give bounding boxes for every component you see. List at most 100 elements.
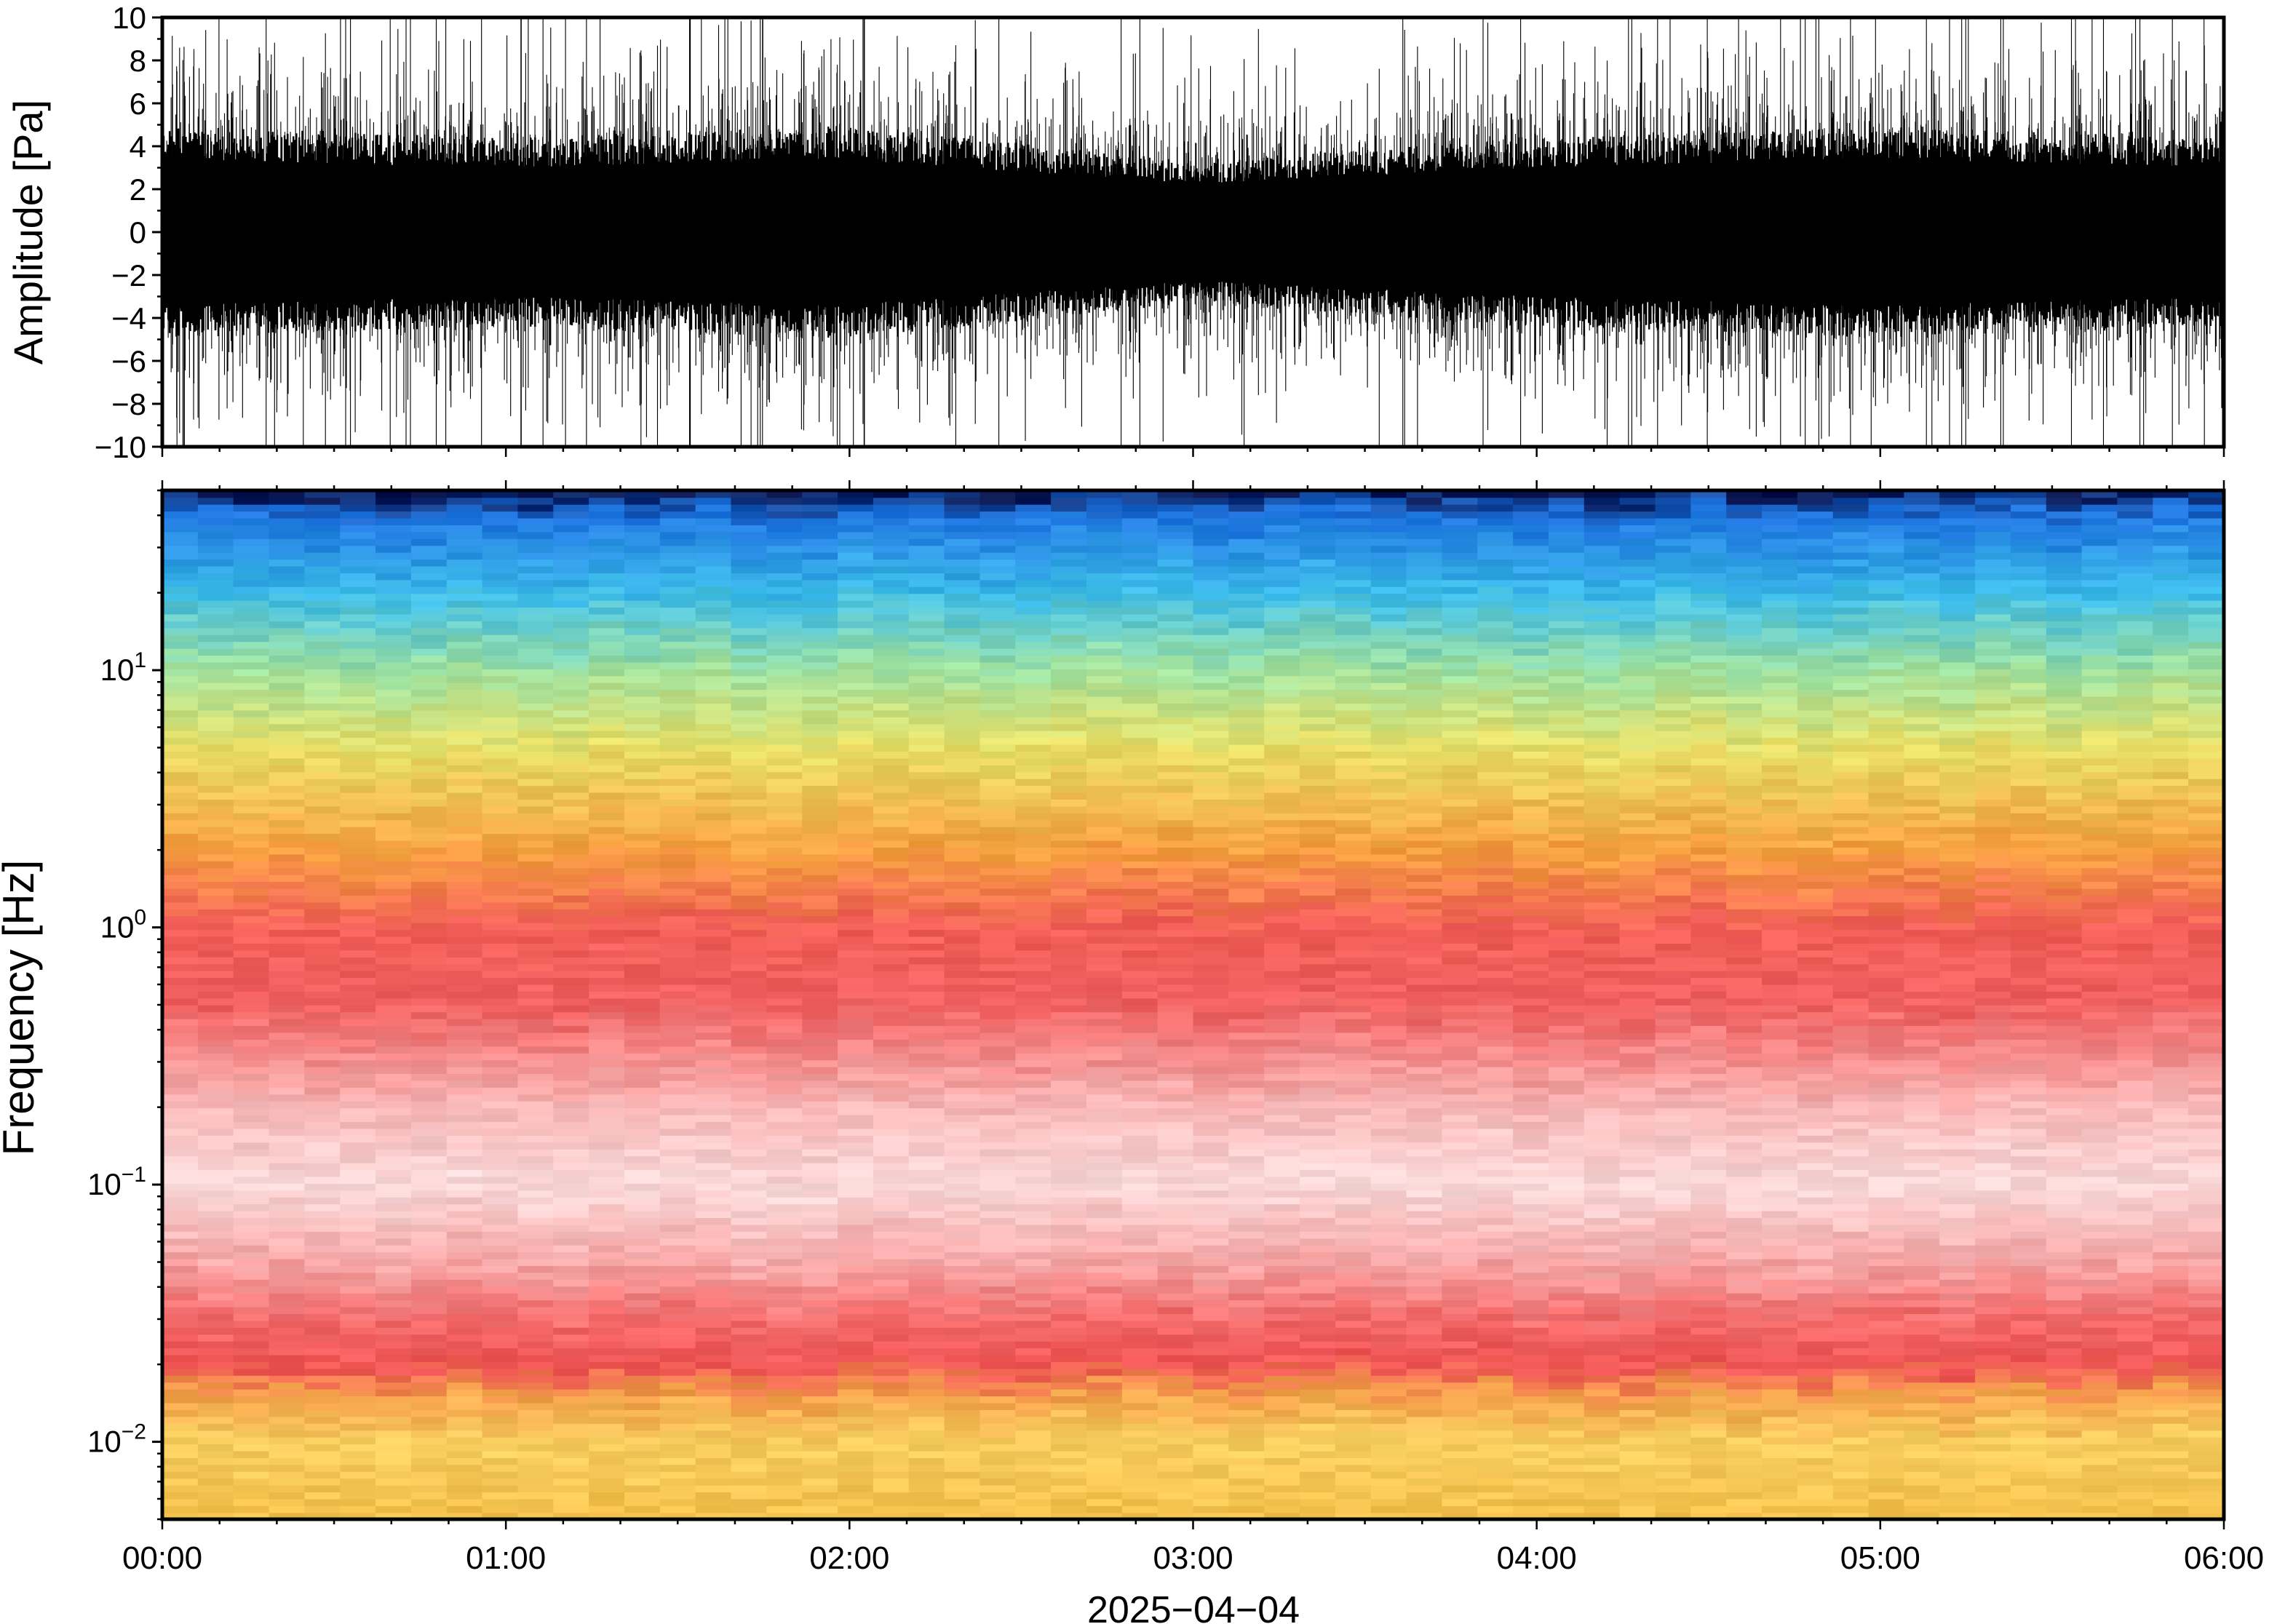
spectrogram-cell <box>410 867 448 875</box>
spectrogram-cell <box>979 1142 1017 1150</box>
spectrogram-cell <box>233 689 270 697</box>
spectrogram-cell <box>589 1512 625 1519</box>
spectrogram-cell <box>873 1148 910 1157</box>
spectrogram-cell <box>908 751 945 759</box>
spectrogram-cell <box>446 1011 483 1019</box>
spectrogram-cell <box>233 579 270 587</box>
spectrogram-cell <box>1015 1059 1052 1067</box>
spectrogram-cell <box>1121 1505 1159 1513</box>
spectrogram-cell <box>766 1361 803 1369</box>
spectrogram-cell <box>410 703 448 711</box>
spectrogram-cell <box>1015 545 1052 553</box>
spectrogram-cell <box>340 1423 376 1431</box>
spectrogram-cell <box>659 511 696 519</box>
spectrogram-cell <box>1086 1238 1123 1246</box>
spectrogram-cell <box>340 1203 376 1211</box>
spectrogram-cell <box>304 805 341 813</box>
spectrogram-cell <box>410 1348 448 1356</box>
spectrogram-cell <box>340 805 376 813</box>
spectrogram-cell <box>1193 1210 1230 1219</box>
spectrogram-cell <box>838 936 874 944</box>
spectrogram-cell <box>1157 805 1194 813</box>
spectrogram-cell <box>446 627 483 635</box>
spectrogram-cell <box>162 1142 199 1150</box>
spectrogram-cell <box>589 970 625 979</box>
spectrogram-cell <box>624 1471 661 1479</box>
spectrogram-cell <box>1051 874 1087 883</box>
spectrogram-cell <box>944 1155 981 1163</box>
spectrogram-cell <box>1086 1066 1123 1075</box>
spectrogram-cell <box>446 1313 483 1321</box>
spectrogram-cell <box>482 613 519 621</box>
spectrogram-cell <box>944 648 981 656</box>
spectrogram-cell <box>1157 1080 1194 1088</box>
spectrogram-cell <box>1015 1135 1052 1143</box>
spectrogram-cell <box>873 1306 910 1314</box>
spectrogram-cell <box>482 1231 519 1239</box>
spectrogram-cell <box>1300 1066 1336 1075</box>
spectrogram-cell <box>1086 607 1123 615</box>
spectrogram-cell <box>802 922 838 931</box>
spectrogram-cell <box>269 559 306 567</box>
spectrogram-cell <box>979 1114 1017 1123</box>
spectrogram-cell <box>517 1402 555 1410</box>
spectrogram-cell <box>233 1066 270 1075</box>
spectrogram-cell <box>624 765 661 773</box>
spectrogram-cell <box>802 661 838 669</box>
waveform-y-tick-label: 2 <box>130 172 146 207</box>
spectrogram-cell <box>908 1114 945 1123</box>
spectrogram-cell <box>659 1039 696 1047</box>
spectrogram-cell <box>659 1423 696 1431</box>
spectrogram-cell <box>589 1011 625 1019</box>
spectrogram-cell <box>340 525 376 533</box>
spectrogram-cell <box>446 950 483 958</box>
spectrogram-cell <box>659 737 696 745</box>
spectrogram-cell <box>1051 1299 1087 1307</box>
spectrogram-cell <box>766 1423 803 1431</box>
spectrogram-cell <box>162 641 199 649</box>
spectrogram-cell <box>1015 805 1052 813</box>
spectrogram-cell <box>659 723 696 731</box>
spectrogram-cell <box>1300 874 1336 883</box>
spectrogram-cell <box>731 717 768 725</box>
spectrogram-cell <box>944 799 981 807</box>
spectrogram-cell <box>979 1292 1017 1301</box>
spectrogram-cell <box>375 613 412 621</box>
spectrogram-cell <box>482 1196 519 1205</box>
spectrogram-cell <box>1121 655 1159 663</box>
spectrogram-cell <box>1015 1011 1052 1019</box>
spectrogram-cell <box>838 565 874 573</box>
spectrogram-cell <box>162 943 199 951</box>
spectrogram-cell <box>1193 1464 1230 1472</box>
spectrogram-cell <box>1193 1306 1230 1314</box>
spectrogram-cell <box>517 586 555 594</box>
spectrogram-cell <box>1086 970 1123 979</box>
spectrogram-cell <box>1051 1005 1087 1013</box>
spectrogram-cell <box>1051 1224 1087 1232</box>
spectrogram-cell <box>482 909 519 917</box>
spectrogram-cell <box>304 1244 341 1253</box>
spectrogram-cell <box>162 1196 199 1205</box>
spectrogram-cell <box>1264 1231 1300 1239</box>
spectrogram-cell <box>517 929 555 937</box>
spectrogram-cell <box>1086 998 1123 1006</box>
spectrogram-cell <box>269 833 306 841</box>
spectrogram-cell <box>979 1018 1017 1027</box>
spectrogram-cell <box>410 1244 448 1253</box>
spectrogram-cell <box>1193 682 1230 690</box>
spectrogram-cell <box>269 943 306 951</box>
spectrogram-cell <box>624 565 661 573</box>
spectrogram-cell <box>162 634 199 642</box>
spectrogram-cell <box>340 1272 376 1280</box>
spectrogram-cell <box>695 607 732 615</box>
spectrogram-cell <box>162 888 199 896</box>
spectrogram-cell <box>162 895 199 903</box>
spectrogram-cell <box>624 709 661 717</box>
spectrogram-cell <box>1193 1423 1230 1431</box>
spectrogram-cell <box>482 813 519 821</box>
spectrogram-cell <box>838 1348 874 1356</box>
spectrogram-cell <box>482 1183 519 1191</box>
spectrogram-cell <box>375 909 412 917</box>
spectrogram-cell <box>766 1436 803 1445</box>
spectrogram-cell <box>1193 1279 1230 1287</box>
